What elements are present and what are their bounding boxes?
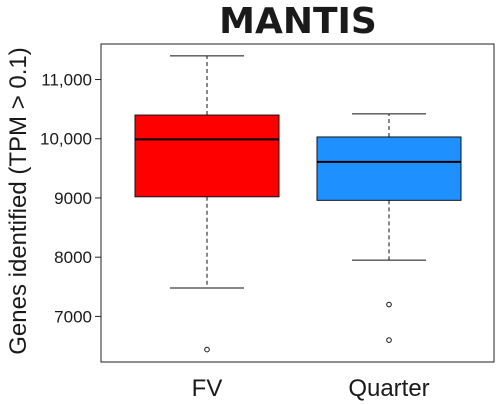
outlier-point — [204, 346, 210, 353]
box-fv — [134, 55, 280, 353]
iqr-box — [134, 114, 280, 198]
x-tick-label: FV — [192, 375, 223, 402]
outlier-point — [386, 301, 392, 308]
outlier-point — [386, 337, 392, 343]
y-tick-label: 9000 — [54, 189, 92, 208]
chart-title: MANTIS — [219, 1, 377, 42]
box-group — [134, 55, 462, 353]
y-tick-label: 10,000 — [40, 130, 92, 149]
box-quarter — [316, 113, 462, 343]
x-axis: FV Quarter — [192, 375, 430, 402]
y-tick-label: 11,000 — [41, 71, 92, 90]
iqr-box — [316, 136, 462, 201]
y-tick-label: 8000 — [54, 248, 92, 267]
y-axis-label: Genes identified (TPM > 0.1) — [5, 47, 32, 354]
x-tick-label: Quarter — [348, 375, 429, 402]
y-axis: 7000 8000 9000 10,000 11,000 — [40, 71, 101, 326]
plot-frame — [100, 43, 495, 363]
y-tick-label: 7000 — [54, 307, 92, 326]
